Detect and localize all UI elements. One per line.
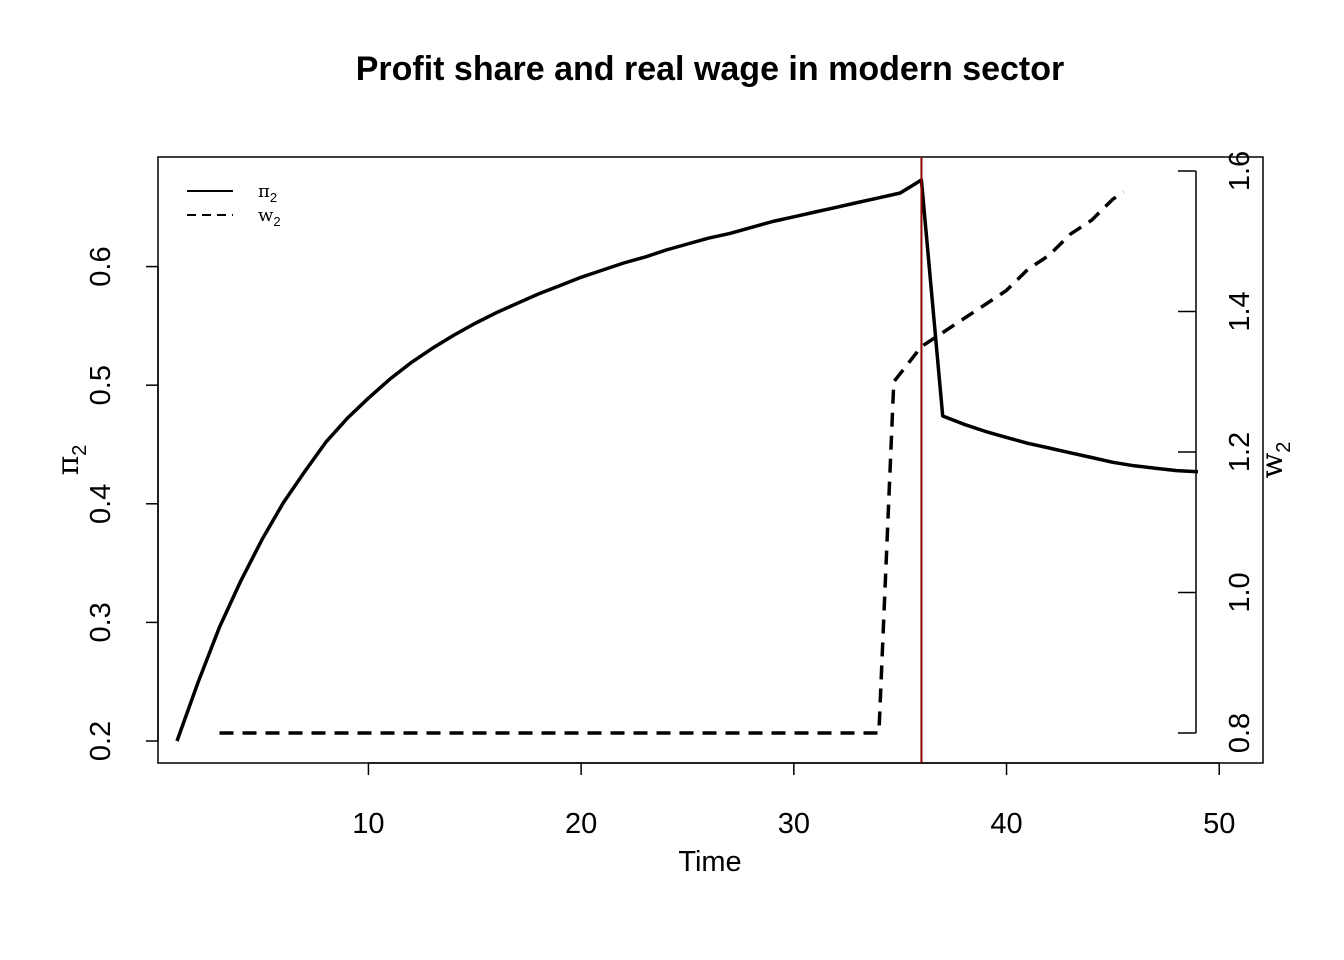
x-tick-label: 50: [1203, 808, 1235, 840]
y-left-symbol: π: [51, 456, 86, 476]
chart-title: Profit share and real wage in modern sec…: [356, 50, 1065, 88]
y-right-tick-label: 1.6: [1224, 151, 1256, 191]
y-right-symbol: w: [1255, 452, 1290, 478]
y-right-tick-label: 0.8: [1224, 713, 1256, 753]
legend: π2 w2: [187, 181, 281, 229]
y-right-subscript: 2: [1273, 442, 1295, 453]
y-axis-left-label: π2: [51, 445, 91, 476]
legend-sub-pi2: 2: [270, 190, 277, 205]
y-left-tick-label: 0.5: [85, 365, 117, 405]
svg-text:w2: w2: [258, 205, 281, 229]
y-right-tick-label: 1.4: [1224, 291, 1256, 331]
y-left-tick-label: 0.3: [85, 602, 117, 642]
y-left-tick-label: 0.2: [85, 721, 117, 761]
y-left-subscript: 2: [69, 445, 91, 456]
x-tick-label: 10: [352, 808, 384, 840]
x-tick-label: 30: [778, 808, 810, 840]
x-axis-label: Time: [678, 846, 741, 878]
y-right-tick-label: 1.0: [1224, 572, 1256, 612]
svg-text:π2: π2: [51, 445, 91, 476]
svg-text:π2: π2: [258, 181, 277, 205]
chart-marks: 10 20 30 40 50 0.2 0.3 0.4 0.5 0.6 0.8 1.0 1.2 1.4 1.6: [85, 151, 1256, 840]
y-left-tick-label: 0.6: [85, 246, 117, 286]
y-axis-right-label: w2: [1255, 442, 1295, 479]
legend-sub-w2: 2: [273, 214, 280, 229]
series-line-w2: [219, 190, 1125, 735]
y-right-tick-label: 1.2: [1224, 432, 1256, 472]
series-line-pi2: [175, 178, 1199, 742]
legend-label-pi2: π: [258, 181, 270, 202]
x-tick-label: 40: [990, 808, 1022, 840]
svg-text:w2: w2: [1255, 442, 1295, 479]
x-tick-label: 20: [565, 808, 597, 840]
legend-label-w2: w: [258, 205, 274, 226]
y-left-tick-label: 0.4: [85, 484, 117, 524]
